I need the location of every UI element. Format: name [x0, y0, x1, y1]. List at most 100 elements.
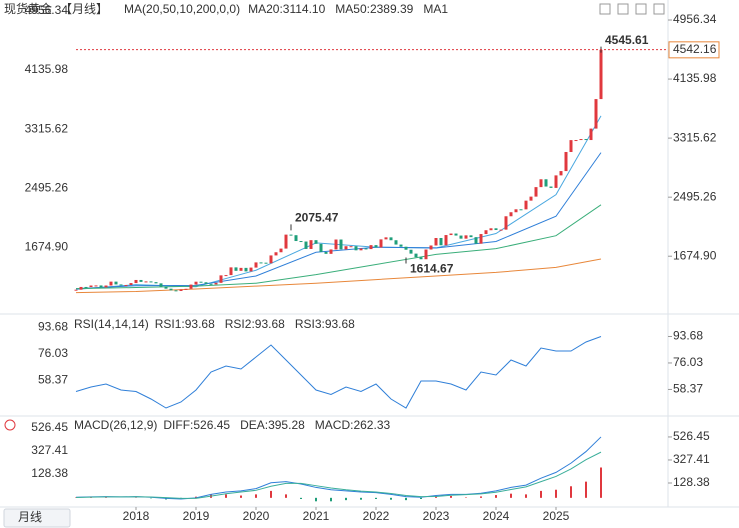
candle [499, 229, 503, 231]
candle [594, 99, 598, 129]
candle [214, 282, 218, 285]
legend-entry: MACD:262.33 [315, 418, 391, 432]
candle [429, 245, 433, 250]
y-tick-label-left: 4956.34 [25, 3, 69, 17]
macd-bar [285, 494, 287, 498]
candle [99, 285, 103, 288]
y-tick-label: 327.41 [673, 452, 710, 466]
candle [454, 233, 458, 236]
period: 【月线】 [60, 2, 108, 16]
candle [119, 284, 123, 286]
candle [259, 262, 263, 264]
x-tick-label: 2020 [243, 509, 270, 523]
period-button-label[interactable]: 月线 [18, 510, 42, 524]
y-tick-label-left: 2495.26 [25, 180, 69, 194]
candle [299, 241, 303, 243]
macd-bar [480, 496, 482, 498]
macd-bar [345, 497, 347, 501]
annotation-label: 4545.61 [605, 33, 649, 47]
candle [464, 235, 468, 239]
candle [144, 281, 148, 283]
y-tick-label: 1674.90 [673, 248, 717, 262]
candle [374, 245, 378, 248]
candle [209, 283, 213, 285]
candle [349, 246, 353, 248]
candle [109, 281, 113, 286]
candle [254, 262, 258, 268]
candle [534, 187, 538, 197]
candle [234, 267, 238, 271]
settings-icon[interactable] [4, 419, 16, 431]
legend-entry: DIFF:526.45 [163, 418, 230, 432]
tool-icon[interactable] [599, 3, 611, 15]
y-tick-label-left: 128.38 [31, 466, 68, 480]
candle [574, 140, 578, 142]
macd-bar [375, 497, 377, 499]
tool-icon[interactable] [635, 3, 647, 15]
macd-bar [225, 494, 227, 498]
toolbar [599, 3, 665, 15]
candle [519, 209, 523, 211]
macd-bar [510, 493, 512, 498]
candle [539, 179, 543, 188]
macd-bar [300, 497, 302, 499]
title: 现货黄金 [4, 1, 52, 16]
candle [369, 245, 373, 250]
legend-entry: DEA:395.28 [240, 418, 305, 432]
candle [239, 267, 243, 271]
macd-bar [330, 497, 332, 502]
candle [589, 128, 593, 141]
indicator-title: RSI(14,14,14) [74, 317, 149, 331]
candle [324, 251, 328, 254]
candle [449, 233, 453, 236]
legend-entry: MA20:3114.10 [248, 2, 325, 16]
annotation-label: 1614.67 [410, 262, 454, 276]
tool-icon[interactable] [653, 3, 665, 15]
last-price-box [668, 41, 720, 59]
candle [269, 255, 273, 264]
y-tick-label: 128.38 [673, 475, 710, 489]
ma-line [75, 115, 602, 290]
y-tick-label-left: 93.68 [38, 320, 68, 334]
y-tick-label-left: 1674.90 [25, 239, 69, 253]
y-tick-label: 58.37 [673, 382, 703, 396]
candle [419, 257, 423, 260]
macd-bar [540, 490, 542, 498]
macd-bar [555, 489, 557, 498]
macd-bar [570, 486, 572, 498]
candle [129, 283, 133, 286]
candle [399, 244, 403, 247]
y-tick-label-left: 76.03 [38, 346, 68, 360]
candle [549, 186, 553, 188]
candle [154, 282, 158, 284]
candle [294, 235, 298, 242]
candle [524, 200, 528, 210]
candle [584, 139, 588, 141]
y-tick-label: 3315.62 [673, 130, 717, 144]
candle [224, 275, 228, 277]
dea-line [75, 451, 602, 499]
x-tick-label: 2018 [123, 509, 150, 523]
indicator: MA(20,50,10,200,0,0) [124, 2, 240, 16]
candle [354, 246, 358, 251]
tool-icon[interactable] [617, 3, 629, 15]
candle [479, 234, 483, 244]
period-button[interactable] [3, 508, 71, 528]
candle [394, 240, 398, 245]
candle [204, 282, 208, 284]
candle [149, 281, 153, 283]
candle [529, 196, 533, 201]
candle [249, 267, 253, 272]
candle [319, 243, 323, 252]
candle [304, 241, 308, 249]
candle [169, 288, 173, 291]
y-tick-label: 2495.26 [673, 189, 717, 203]
last-price: 4542.16 [673, 42, 717, 56]
candle [544, 179, 548, 187]
y-tick-label-left: 3315.62 [25, 121, 69, 135]
x-tick-label: 2022 [363, 509, 390, 523]
candle [434, 238, 438, 246]
macd-bar [600, 467, 602, 498]
rsi-line [75, 336, 602, 409]
